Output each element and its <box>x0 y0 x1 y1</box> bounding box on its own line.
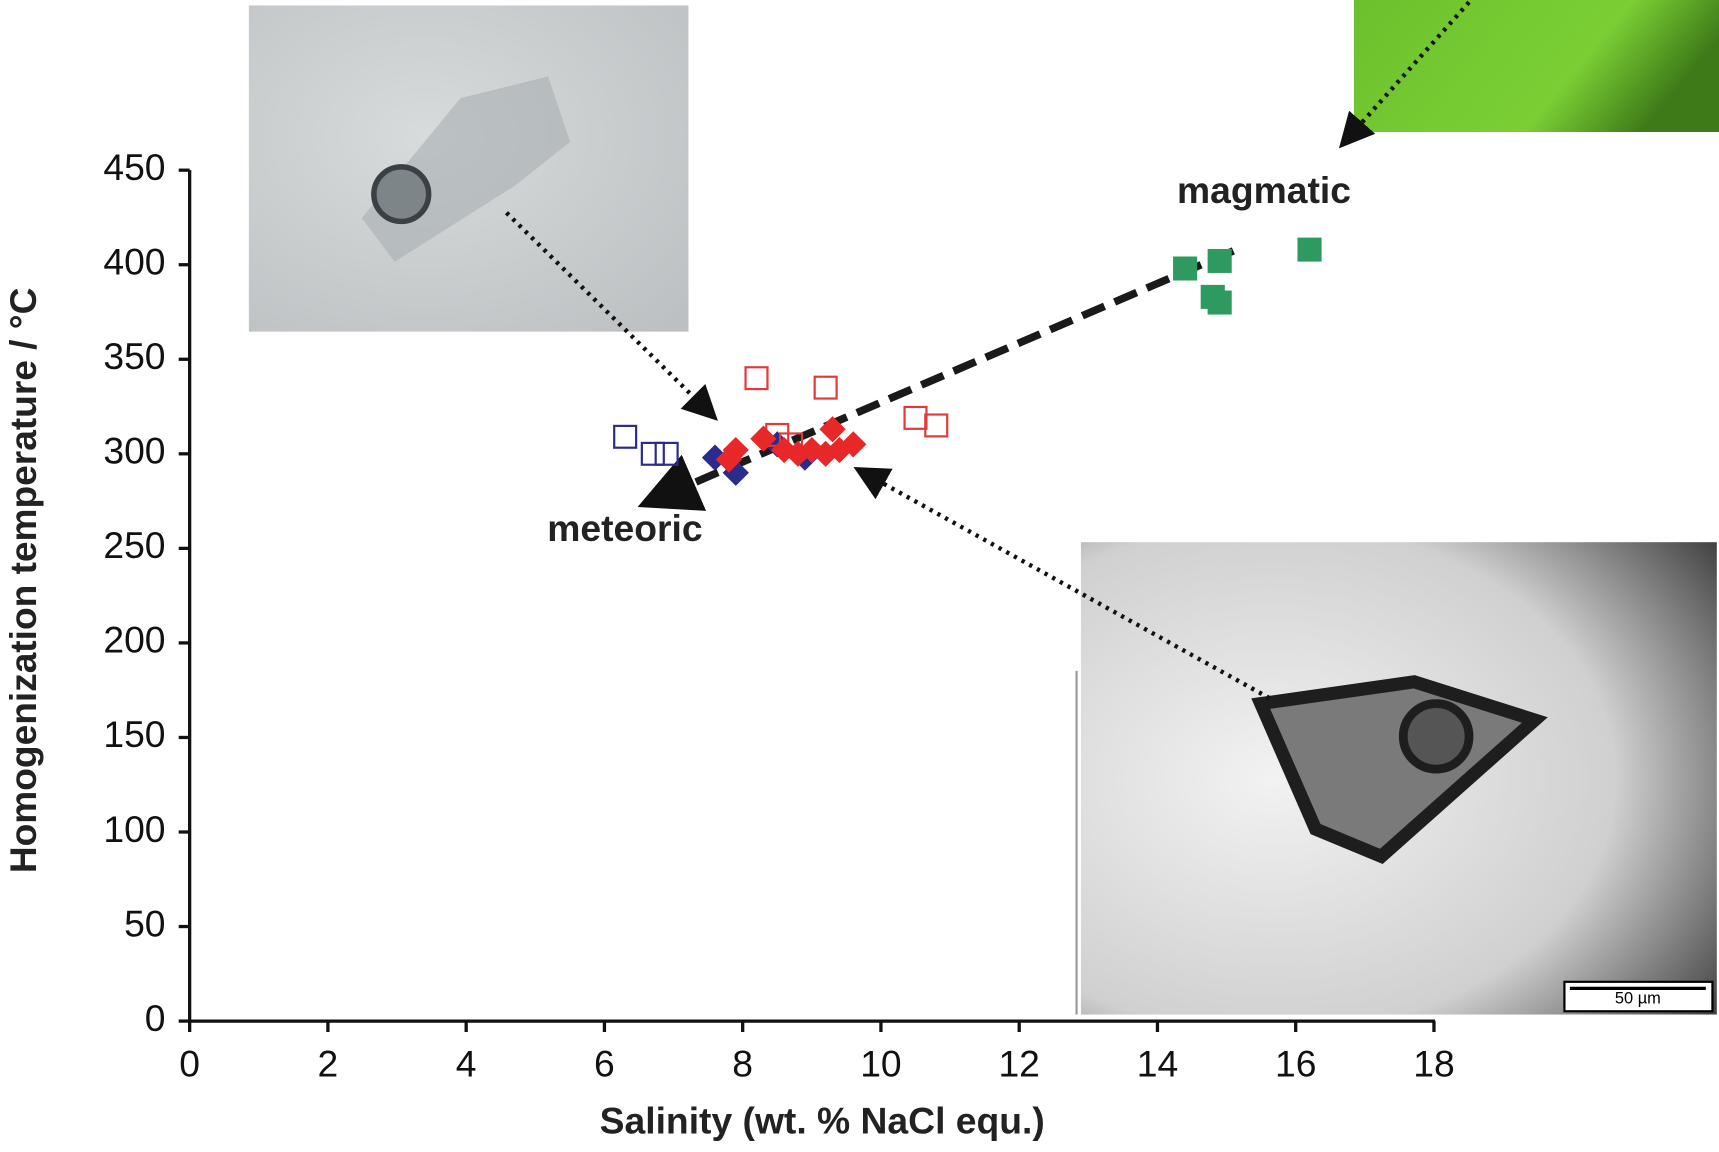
point <box>925 415 947 437</box>
x-axis-title: Salinity (wt. % NaCl equ.) <box>600 1100 1045 1142</box>
point <box>905 407 927 429</box>
chart: 50 µm magmatic meteoric Salinity (wt. % … <box>0 0 1719 1152</box>
y-tick-label: 200 <box>103 619 165 661</box>
photo-brine-inclusion: 50 µm <box>1077 542 1717 1014</box>
y-tick-label: 450 <box>103 146 165 188</box>
x-tick-label: 8 <box>732 1043 753 1085</box>
x-tick-label: 4 <box>456 1043 477 1085</box>
x-tick-label: 10 <box>860 1043 901 1085</box>
point <box>1208 249 1232 273</box>
point <box>1173 257 1197 281</box>
point <box>1208 291 1232 315</box>
y-tick-label: 400 <box>103 241 165 283</box>
page: {"chart_data": { "type": "scatter", "x_l… <box>0 0 1719 1152</box>
x-tick-label: 12 <box>998 1043 1039 1085</box>
photo-vapor-inclusion <box>249 5 689 331</box>
point <box>1297 238 1321 262</box>
y-tick-label: 50 <box>124 902 165 944</box>
x-tick-label: 6 <box>594 1043 615 1085</box>
y-tick-label: 100 <box>103 808 165 850</box>
annotation: magmatic <box>1177 169 1351 211</box>
point <box>642 443 664 465</box>
y-tick-label: 150 <box>103 713 165 755</box>
point <box>614 426 636 448</box>
point <box>815 377 837 399</box>
point <box>656 443 678 465</box>
x-tick-label: 2 <box>318 1043 339 1085</box>
y-tick-label: 250 <box>103 524 165 566</box>
point <box>746 367 768 389</box>
y-tick-label: 300 <box>103 430 165 472</box>
photo-green-inclusion <box>1354 0 1719 132</box>
y-tick-label: 350 <box>103 335 165 377</box>
scale-bar-label: 50 µm <box>1615 990 1661 1008</box>
x-tick-label: 18 <box>1413 1043 1454 1085</box>
x-tick-label: 16 <box>1275 1043 1316 1085</box>
y-tick-label: 0 <box>145 997 166 1039</box>
x-tick-label: 0 <box>179 1043 200 1085</box>
x-tick-label: 14 <box>1137 1043 1178 1085</box>
y-axis-title: Homogenization temperature / °C <box>2 288 44 874</box>
annotation: meteoric <box>547 507 702 549</box>
